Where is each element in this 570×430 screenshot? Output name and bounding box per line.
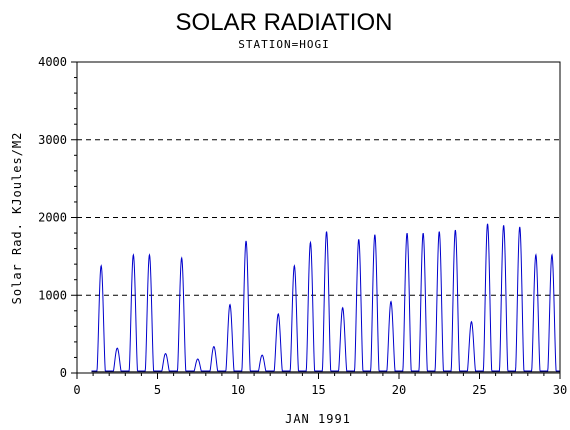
axis-ticks: 0 1000 2000 3000 4000 0 5 10 15 20 25 30 — [38, 55, 567, 397]
grid-lines — [77, 61, 560, 296]
x-tick-label-25: 25 — [472, 383, 486, 397]
y-axis-label: Solar Rad. KJoules/M2 — [10, 132, 24, 305]
y-tick-label-4000: 4000 — [38, 55, 67, 69]
x-tick-label-5: 5 — [154, 383, 161, 397]
y-tick-label-0: 0 — [60, 366, 67, 380]
y-tick-label-2000: 2000 — [38, 211, 67, 225]
x-axis-label: JAN 1991 — [285, 412, 351, 426]
chart-title: SOLAR RADIATION — [176, 9, 393, 36]
chart-subtitle: STATION=HOGI — [238, 38, 329, 51]
y-tick-label-1000: 1000 — [38, 288, 67, 302]
x-tick-label-30: 30 — [553, 383, 567, 397]
x-tick-label-0: 0 — [73, 383, 80, 397]
x-tick-label-10: 10 — [231, 383, 245, 397]
series-layer — [91, 223, 560, 373]
x-tick-label-20: 20 — [392, 383, 406, 397]
x-tick-label-15: 15 — [311, 383, 325, 397]
series-line-0 — [91, 223, 560, 372]
y-tick-label-3000: 3000 — [38, 133, 67, 147]
